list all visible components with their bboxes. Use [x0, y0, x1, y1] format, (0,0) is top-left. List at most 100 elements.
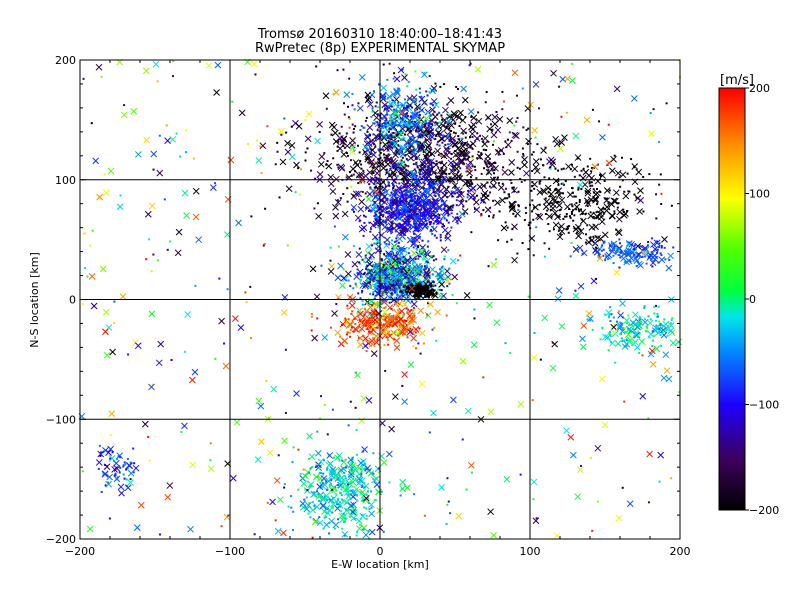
- data-point-dot: [338, 459, 341, 462]
- data-point-dot: [414, 194, 417, 197]
- data-point-dot: [608, 244, 611, 247]
- data-point-dot: [649, 112, 652, 115]
- data-point-dot: [382, 153, 385, 156]
- data-point-dot: [619, 333, 622, 336]
- data-point-x: [649, 360, 657, 368]
- data-point-x: [119, 293, 127, 300]
- data-point-dot: [565, 215, 568, 218]
- data-point-x: [418, 380, 426, 388]
- data-point-dot: [439, 268, 442, 271]
- data-point-dot: [411, 184, 414, 187]
- data-point-dot: [349, 335, 352, 338]
- colorbar-segment: [719, 218, 745, 221]
- data-point-dot: [548, 166, 551, 169]
- data-point-dot: [622, 208, 625, 211]
- y-tick-label: 0: [69, 294, 76, 307]
- data-point-dot: [558, 209, 561, 212]
- data-point-dot: [417, 141, 420, 144]
- data-point-dot: [586, 165, 589, 168]
- data-point-x: [155, 359, 163, 367]
- data-point-dot: [441, 225, 444, 228]
- data-point-x: [491, 113, 499, 121]
- data-point-dot: [591, 328, 594, 331]
- data-point-dot: [619, 242, 622, 245]
- data-point-dot: [375, 176, 378, 179]
- data-point-dot: [416, 108, 419, 111]
- data-point-x: [393, 75, 401, 83]
- data-point-dot: [114, 472, 117, 475]
- data-point-x: [339, 282, 346, 290]
- data-point-dot: [418, 263, 421, 266]
- data-point-dot: [407, 218, 410, 221]
- data-point-dot: [431, 225, 434, 228]
- data-point-dot: [627, 190, 630, 193]
- data-point-dot: [125, 468, 128, 471]
- colorbar-segment: [719, 416, 745, 419]
- data-point-dot: [331, 408, 334, 411]
- data-point-dot: [616, 202, 619, 205]
- data-point-dot: [290, 506, 293, 509]
- data-point-dot: [417, 144, 420, 147]
- data-point-x: [96, 193, 104, 201]
- data-point-dot: [473, 308, 476, 311]
- data-point-dot: [379, 142, 382, 145]
- data-point-x: [458, 210, 466, 218]
- data-point-x: [116, 203, 124, 211]
- data-point-dot: [380, 192, 383, 195]
- data-point-x: [355, 251, 363, 258]
- data-point-dot: [407, 220, 410, 223]
- data-point-dot: [351, 208, 354, 211]
- data-point-dot: [477, 150, 480, 153]
- data-point-x: [440, 292, 447, 300]
- data-point-dot: [421, 285, 424, 288]
- colorbar-segment: [719, 246, 745, 249]
- data-point-dot: [382, 289, 385, 292]
- data-point-dot: [584, 241, 587, 244]
- data-point-x: [166, 482, 174, 489]
- data-point-dot: [645, 325, 648, 328]
- data-point-dot: [452, 168, 455, 171]
- data-point-dot: [575, 247, 578, 250]
- data-point-dot: [416, 240, 419, 243]
- colorbar-segment: [719, 322, 745, 325]
- data-point-dot: [192, 157, 195, 160]
- data-point-dot: [412, 207, 415, 210]
- data-point-dot: [469, 176, 472, 179]
- data-point-dot: [435, 291, 438, 294]
- data-point-dot: [387, 207, 390, 210]
- data-point-dot: [445, 125, 448, 128]
- data-point-x: [603, 197, 610, 204]
- data-point-x: [117, 483, 125, 491]
- data-point-dot: [394, 188, 397, 191]
- data-point-dot: [394, 167, 397, 170]
- data-point-dot: [626, 172, 629, 175]
- data-point-dot: [388, 301, 391, 304]
- data-point-x: [511, 69, 519, 77]
- data-point-dot: [362, 273, 365, 276]
- data-point-x: [380, 459, 388, 466]
- data-point-dot: [589, 184, 592, 187]
- data-point-x: [191, 368, 199, 376]
- data-point-x: [434, 147, 441, 155]
- data-point-dot: [616, 206, 619, 209]
- data-point-dot: [423, 213, 426, 216]
- data-point-dot: [214, 357, 217, 360]
- data-point-dot: [126, 457, 129, 460]
- data-point-dot: [427, 218, 430, 221]
- data-point-x: [403, 189, 410, 197]
- data-point-x: [615, 229, 623, 237]
- data-point-x: [398, 167, 406, 175]
- data-point-dot: [623, 327, 626, 330]
- data-point-dot: [483, 184, 486, 187]
- data-point-dot: [413, 221, 416, 224]
- data-point-dot: [377, 157, 380, 160]
- data-point-x: [384, 153, 391, 161]
- data-point-x: [553, 532, 561, 540]
- data-point-dot: [417, 275, 420, 278]
- data-point-x: [348, 302, 356, 309]
- data-point-dot: [536, 143, 539, 146]
- data-point-dot: [385, 111, 388, 114]
- data-point-dot: [476, 157, 479, 160]
- colorbar-segment: [719, 378, 745, 381]
- data-point-dot: [493, 169, 496, 172]
